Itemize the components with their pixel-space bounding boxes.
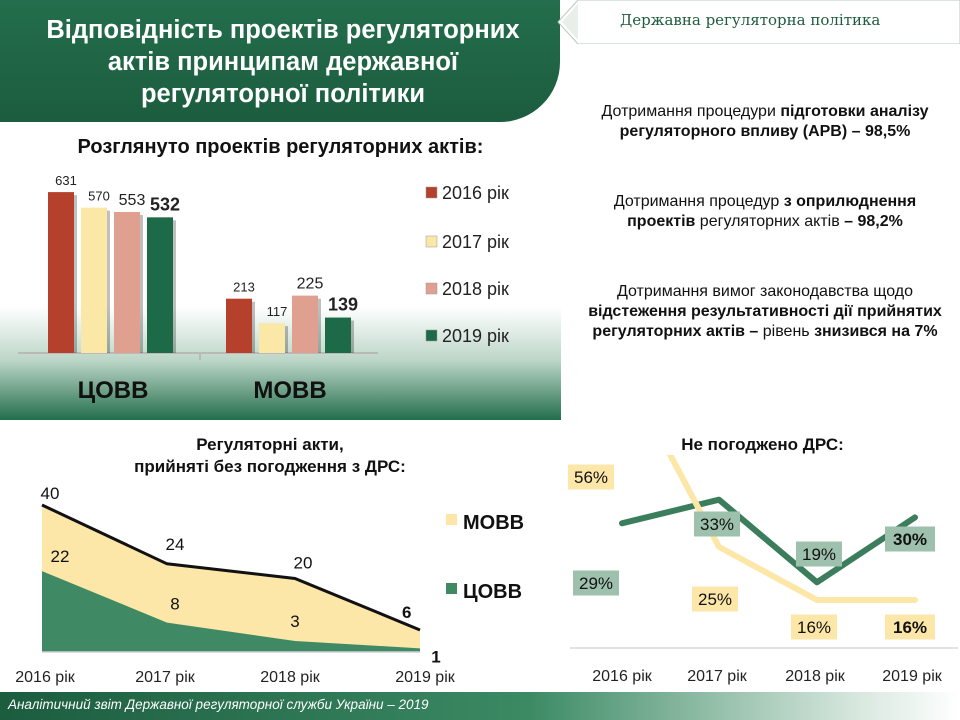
legend-label: МОВВ (463, 512, 524, 534)
area-tsovv-value: 22 (51, 547, 70, 566)
line-x-tick: 2016 рік (592, 668, 652, 685)
line-x-tick: 2017 рік (687, 668, 747, 685)
area-movv-outline (41, 503, 421, 632)
area-tsovv-value: 3 (290, 612, 299, 631)
legend-label: 2016 рік (442, 183, 509, 203)
data-label-bg (796, 541, 842, 567)
text-block-publication: Дотримання процедур з оприлюднення проек… (613, 193, 917, 230)
bar-1-1 (259, 323, 285, 353)
bar-0-1 (81, 207, 107, 353)
area-x-tick: 2019 рік (395, 669, 455, 686)
data-label-bg (568, 464, 614, 490)
title-line-2: актів принципам державної (107, 48, 459, 76)
section-label: Державна регуляторна політика (620, 11, 881, 29)
text-block-monitoring: Дотримання вимог законодавства щодо відс… (588, 283, 942, 340)
data-label-bg (791, 614, 837, 640)
legend-label: 2019 рік (442, 326, 509, 346)
area-x-tick: 2016 рік (15, 669, 75, 686)
title-line-1: Відповідність проектів регуляторних (46, 16, 520, 44)
data-label: 25% (698, 590, 732, 609)
category-label: МОВВ (253, 377, 326, 404)
area-tsovv-value: 1 (431, 647, 440, 666)
legend-swatch (425, 235, 438, 248)
data-label: 16% (893, 618, 927, 637)
bar-1-2 (292, 295, 318, 353)
text-block-arv: Дотримання процедури підготовки аналізу … (601, 103, 929, 140)
legend-label: 2017 рік (442, 232, 509, 252)
area-x-tick: 2018 рік (260, 669, 320, 686)
bar-0-3 (147, 217, 173, 353)
data-label: 16% (797, 618, 831, 637)
title-banner (0, 0, 560, 122)
area-movv-value: 40 (41, 484, 60, 503)
bar-value-label: 225 (297, 276, 324, 293)
bar-1-0 (226, 298, 252, 353)
line-chart: 2016 рік 2017 рік 2018 рік 2019 рік 29% 33% 19… (568, 455, 958, 685)
area-chart: 40 24 20 6 22 8 3 1 2016 рік 2017 рік 2018 рік 2019… (15, 484, 524, 686)
line-x-tick: 2019 рік (882, 668, 942, 685)
bar-value-label: 117 (267, 304, 288, 319)
data-label: 33% (700, 515, 734, 534)
line-chart-title: Не погоджено ДРС: (681, 435, 844, 454)
area-tsovv-value: 8 (170, 595, 179, 614)
bar-value-label: 139 (328, 295, 358, 315)
bar-value-label: 570 (88, 189, 110, 204)
area-movv-value: 6 (402, 603, 411, 622)
bar-axis (18, 352, 378, 354)
footer-text: Аналітичний звіт Державної регуляторної … (8, 697, 429, 712)
page-title: Відповідність проектів регуляторних акті… (18, 14, 548, 110)
line-series-green (619, 496, 918, 586)
legend-label: ЦОВВ (463, 581, 522, 603)
bar-value-label: 532 (150, 194, 180, 214)
data-label: 56% (574, 468, 608, 487)
data-label-bg (885, 614, 935, 640)
bar-chart: 631 213 570 117 553 225 532 139 ЦОВВ МОВВ 2016 рік… (18, 173, 509, 404)
category-label: ЦОВВ (78, 377, 149, 404)
legend-swatch (446, 583, 457, 594)
bar-value-label: 213 (233, 280, 255, 295)
data-label-bg (885, 526, 935, 552)
section-banner (557, 0, 960, 44)
bar-value-label: 553 (119, 192, 146, 209)
area-movv-value: 24 (166, 535, 185, 554)
data-label-bg (694, 511, 740, 537)
footer-bar (0, 692, 960, 720)
area-movv-value: 20 (294, 554, 313, 573)
area-x-tick: 2017 рік (135, 669, 195, 686)
bar-0-0 (48, 192, 74, 353)
legend-swatch (425, 329, 438, 342)
title-line-3: регуляторної політики (140, 80, 426, 108)
data-label: 30% (893, 530, 927, 549)
area-tsovv (42, 571, 420, 652)
data-label: 19% (802, 545, 836, 564)
legend-label: 2018 рік (442, 279, 509, 299)
data-label-bg (692, 586, 738, 612)
data-label: 29% (579, 574, 613, 593)
line-x-tick: 2018 рік (785, 668, 845, 685)
bar-value-label: 631 (55, 173, 77, 188)
legend-swatch (446, 514, 457, 525)
data-label-bg (573, 570, 619, 596)
legend-swatch (425, 282, 438, 295)
bar-0-2 (114, 211, 140, 353)
area-chart-title: Регуляторні акти, прийняті без погодженн… (134, 435, 406, 476)
bar-1-3 (325, 317, 351, 353)
line-series-yellow (666, 455, 918, 603)
legend-swatch (425, 186, 438, 199)
bar-chart-title: Розглянуто проектів регуляторних актів: (77, 136, 484, 158)
